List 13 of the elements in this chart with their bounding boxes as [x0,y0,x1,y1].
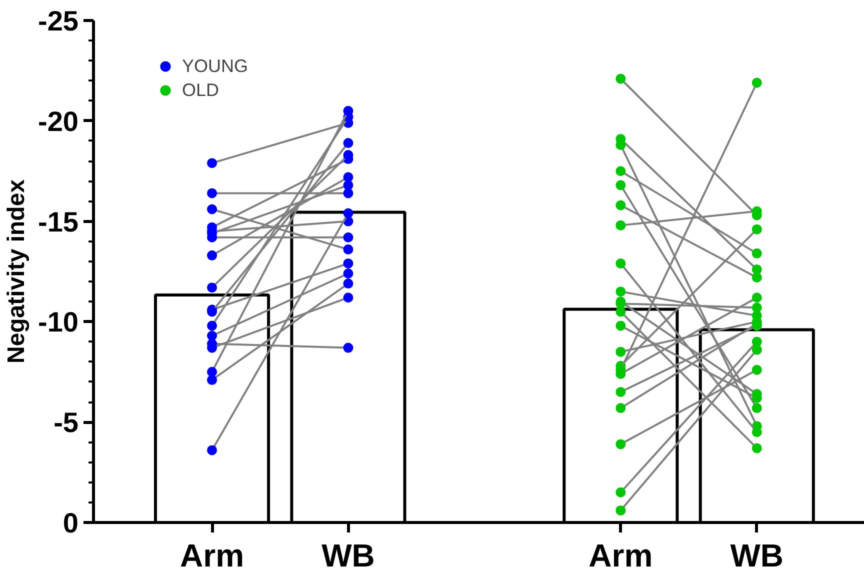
y-tick-label: -5 [54,407,79,438]
y-tick-label: -15 [38,206,78,238]
y-axis-title: Negativity index [3,178,30,364]
x-tick-label: WB [322,538,375,574]
y-tick-label: -10 [38,306,78,338]
y-tick-label: -25 [38,6,78,36]
legend-label: OLD [182,80,220,100]
y-tick-label: 0 [62,508,79,538]
x-tick-label: Arm [180,538,244,574]
x-tick-label: Arm [588,538,653,574]
legend-label: YOUNG [182,56,248,76]
y-tick-label: -20 [38,106,78,137]
x-tick-label: WB [730,538,784,574]
